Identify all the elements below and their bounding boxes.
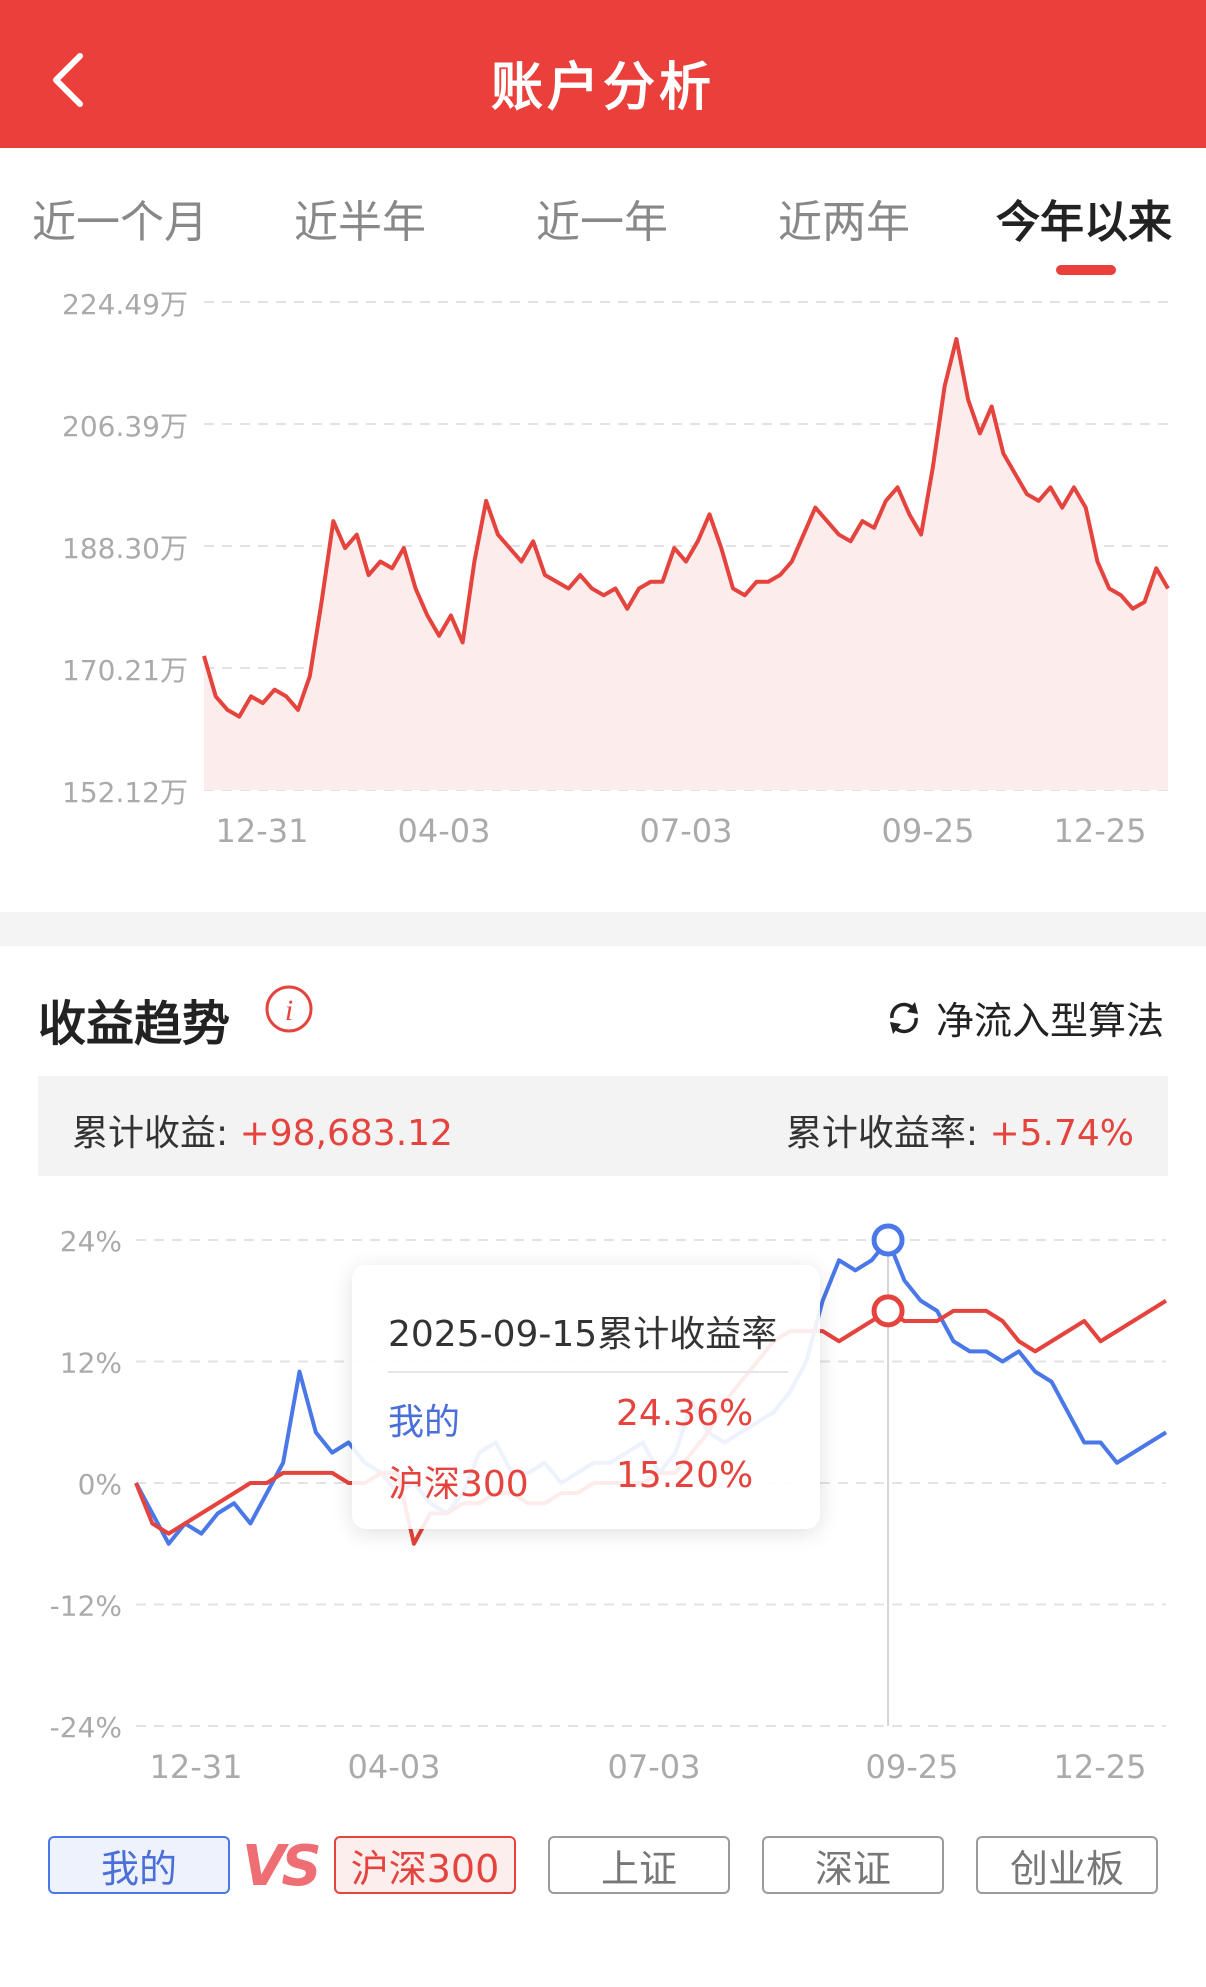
- tooltip-bench-label: 沪深300: [388, 1464, 529, 1505]
- x-tick-label: 09-25: [866, 1748, 959, 1786]
- x-tick-label: 12-25: [1054, 1748, 1147, 1786]
- y-tick-label: 224.49万: [62, 288, 188, 321]
- algorithm-label: 净流入型算法: [935, 999, 1164, 1043]
- cumulative-profit-value: +98,683.12: [239, 1113, 453, 1154]
- period-tabs: 近一个月 近半年 近一年 近两年 今年以来: [0, 148, 1206, 278]
- tooltip-title: 2025-09-15累计收益率: [388, 1314, 778, 1355]
- tab-half-year[interactable]: 近半年: [294, 197, 426, 248]
- y-tick-label: 152.12万: [62, 776, 188, 809]
- cumulative-profit: 累计收益: +98,683.12: [72, 1104, 453, 1156]
- section-divider: [0, 912, 1206, 946]
- x-tick-label: 12-31: [216, 812, 309, 850]
- y-tick-label: 188.30万: [62, 532, 188, 565]
- tab-one-month[interactable]: 近一个月: [32, 197, 208, 248]
- cumulative-rate-label: 累计收益率:: [785, 1113, 990, 1154]
- profit-summary: 累计收益: +98,683.12 累计收益率: +5.74%: [38, 1076, 1168, 1176]
- y-tick-label: 12%: [60, 1347, 122, 1380]
- cumulative-rate-value: +5.74%: [989, 1113, 1134, 1154]
- compare-mine-button[interactable]: 我的: [48, 1836, 230, 1894]
- hs300-marker: [871, 1294, 905, 1328]
- compare-shenzhen-button[interactable]: 深证: [762, 1836, 944, 1894]
- x-tick-label: 12-31: [150, 1748, 243, 1786]
- tooltip-mine-value: 24.36%: [616, 1393, 754, 1434]
- x-tick-label: 12-25: [1054, 812, 1147, 850]
- compare-hs300-button[interactable]: 沪深300: [334, 1836, 516, 1894]
- asset-line: [202, 337, 1170, 719]
- tab-ytd[interactable]: 今年以来: [996, 197, 1172, 248]
- asset-area-fill: [204, 339, 1168, 790]
- algorithm-toggle[interactable]: 净流入型算法: [884, 990, 1164, 1045]
- y-tick-label: -24%: [50, 1711, 122, 1744]
- tab-one-year[interactable]: 近一年: [536, 197, 668, 248]
- x-tick-label: 04-03: [348, 1748, 441, 1786]
- y-tick-label: 206.39万: [62, 410, 188, 443]
- x-tick-label: 09-25: [882, 812, 975, 850]
- compare-chinext-button[interactable]: 创业板: [976, 1836, 1158, 1894]
- back-arrow-icon[interactable]: [46, 50, 96, 110]
- chart-tooltip: 2025-09-15累计收益率 我的 24.36% 沪深300 15.20%: [352, 1265, 820, 1529]
- active-tab-indicator: [1056, 265, 1116, 275]
- tab-two-years[interactable]: 近两年: [778, 197, 910, 248]
- x-tick-label: 04-03: [398, 812, 491, 850]
- tooltip-bench-value: 15.20%: [616, 1455, 754, 1496]
- trend-section-title: 收益趋势: [38, 996, 231, 1052]
- y-tick-label: 170.21万: [62, 654, 188, 687]
- svg-text:i: i: [285, 994, 293, 1027]
- x-tick-label: 07-03: [640, 812, 733, 850]
- page-title: 账户分析: [490, 58, 715, 118]
- cumulative-rate: 累计收益率: +5.74%: [786, 1104, 1134, 1156]
- x-tick-label: 07-03: [608, 1748, 701, 1786]
- y-tick-label: 0%: [78, 1468, 122, 1501]
- y-tick-label: -12%: [50, 1590, 122, 1623]
- tooltip-mine-label: 我的: [388, 1402, 461, 1443]
- mine-marker: [871, 1223, 905, 1257]
- vs-badge: VS: [242, 1834, 322, 1899]
- info-icon[interactable]: i: [264, 984, 314, 1034]
- compare-shanghai-button[interactable]: 上证: [548, 1836, 730, 1894]
- app-header: 账户分析: [0, 0, 1206, 148]
- asset-chart[interactable]: 224.49万 206.39万 188.30万 170.21万 152.12万 12-31…: [0, 280, 1206, 860]
- refresh-icon: [889, 1001, 918, 1034]
- y-tick-label: 24%: [60, 1225, 122, 1258]
- tooltip-divider: [388, 1371, 788, 1373]
- cumulative-profit-label: 累计收益:: [72, 1113, 240, 1154]
